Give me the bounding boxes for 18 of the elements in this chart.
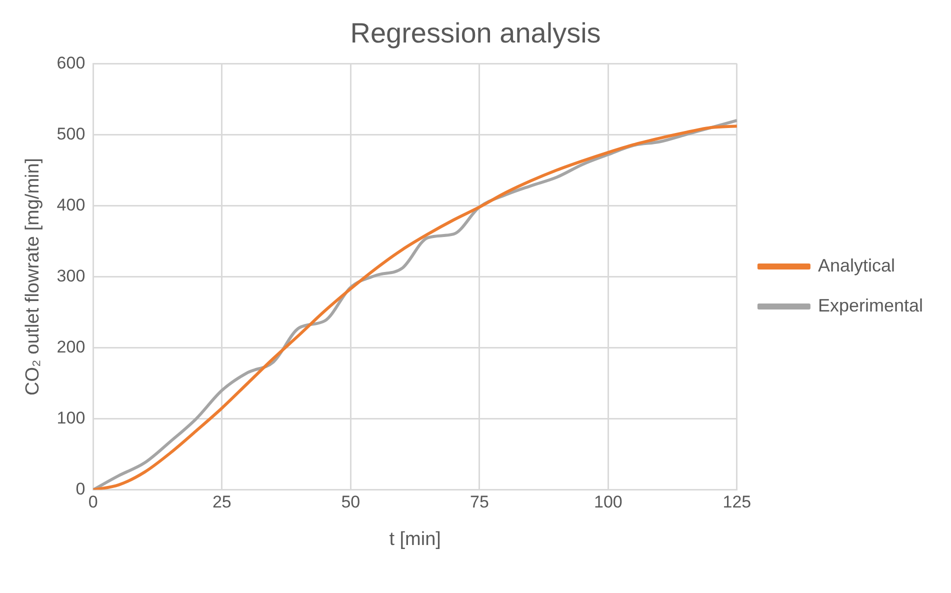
x-tick-label: 125 (722, 492, 752, 512)
chart-title: Regression analysis (350, 18, 601, 49)
y-tick-label: 400 (56, 195, 86, 214)
y-tick-label: 200 (56, 337, 86, 356)
legend-label: Experimental (818, 295, 923, 316)
x-axis-title: t [min] (389, 528, 441, 550)
x-tick-label: 0 (88, 492, 98, 512)
x-tick-label: 50 (341, 492, 360, 512)
x-tick-label: 25 (212, 492, 232, 512)
legend-label: Analytical (818, 255, 895, 276)
x-tick-label: 75 (470, 492, 489, 512)
y-tick-label: 500 (56, 124, 86, 144)
y-tick-label: 600 (56, 53, 86, 72)
x-tick-label: 100 (594, 492, 622, 512)
y-axis-title: CO₂ outlet flowrate [mg/min] (22, 158, 44, 396)
y-tick-label: 300 (56, 266, 86, 286)
y-tick-label: 100 (56, 408, 86, 428)
y-tick-label: 0 (76, 479, 86, 498)
